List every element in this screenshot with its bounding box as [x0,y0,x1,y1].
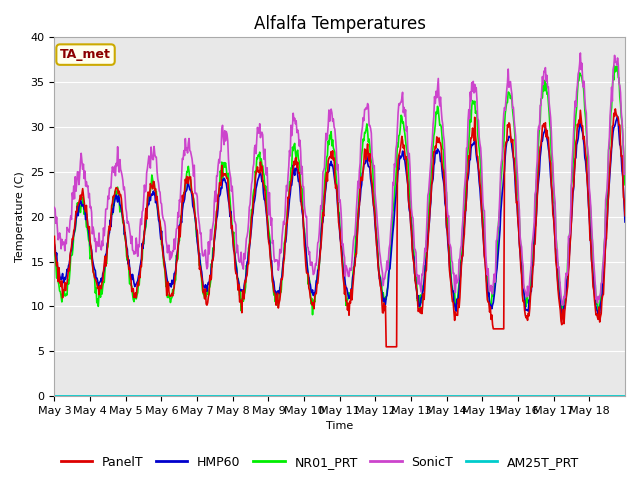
NR01_PRT [118,207,125,213]
HMP60 [431,159,438,165]
NR01_PRT [251,185,259,191]
SonicT [621,171,629,177]
SonicT [118,169,125,175]
PanelT [51,233,58,239]
HMP60 [51,242,58,248]
PanelT [251,192,259,197]
Text: TA_met: TA_met [60,48,111,61]
Line: PanelT: PanelT [54,109,625,347]
Line: SonicT: SonicT [54,53,625,305]
NR01_PRT [223,165,230,171]
PanelT [223,174,230,180]
PanelT [399,145,407,151]
SonicT [577,50,584,56]
AM25T_PRT [399,393,406,399]
HMP60 [614,114,621,120]
PanelT [431,144,439,149]
NR01_PRT [611,63,618,69]
PanelT [272,302,280,308]
SonicT [431,94,438,99]
Y-axis label: Temperature (C): Temperature (C) [15,171,25,262]
Title: Alfalfa Temperatures: Alfalfa Temperatures [253,15,426,33]
NR01_PRT [51,242,58,248]
SonicT [251,145,259,151]
NR01_PRT [621,182,629,188]
SonicT [223,129,230,134]
HMP60 [118,206,125,212]
PanelT [382,344,390,349]
AM25T_PRT [621,393,629,399]
PanelT [118,196,125,202]
PanelT [611,106,619,112]
Line: NR01_PRT: NR01_PRT [54,66,625,315]
AM25T_PRT [272,393,280,399]
HMP60 [399,148,406,154]
HMP60 [223,180,230,186]
HMP60 [558,312,566,318]
SonicT [399,89,406,95]
AM25T_PRT [251,393,259,399]
HMP60 [272,290,280,296]
NR01_PRT [308,312,316,318]
NR01_PRT [399,119,407,125]
AM25T_PRT [51,393,58,399]
X-axis label: Time: Time [326,421,353,432]
NR01_PRT [272,289,280,295]
HMP60 [621,219,629,225]
HMP60 [251,198,259,204]
Line: HMP60: HMP60 [54,117,625,315]
AM25T_PRT [431,393,438,399]
AM25T_PRT [118,393,125,399]
SonicT [272,258,280,264]
NR01_PRT [431,121,439,127]
SonicT [559,302,566,308]
AM25T_PRT [223,393,230,399]
PanelT [621,213,629,218]
SonicT [51,204,58,210]
Legend: PanelT, HMP60, NR01_PRT, SonicT, AM25T_PRT: PanelT, HMP60, NR01_PRT, SonicT, AM25T_P… [56,451,584,474]
